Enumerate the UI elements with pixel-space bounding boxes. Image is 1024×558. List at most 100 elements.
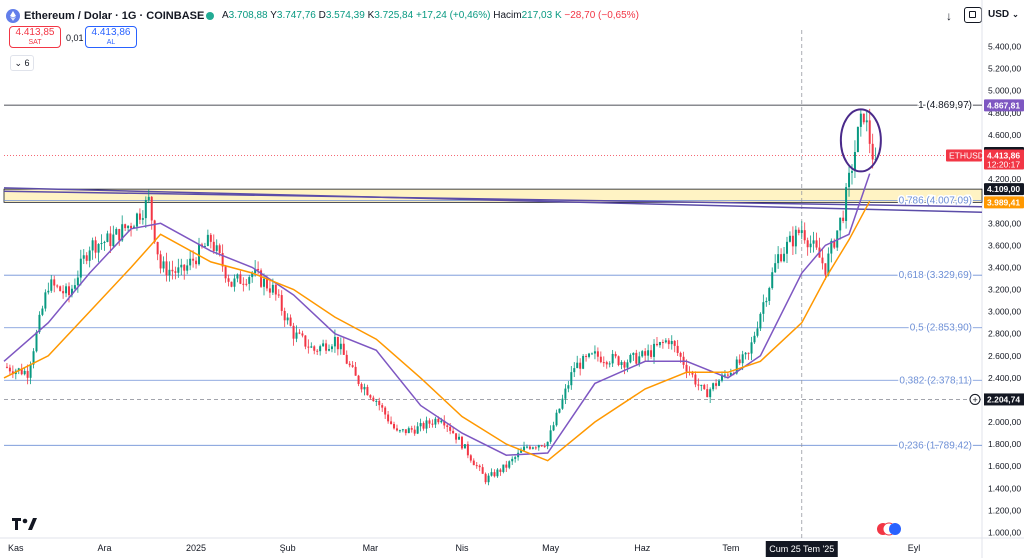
x-tick-label: May xyxy=(542,543,560,553)
sell-button[interactable]: 4.413,85 SAT xyxy=(9,26,61,48)
candle-body xyxy=(59,286,62,292)
candle-body xyxy=(395,428,398,431)
candle-body xyxy=(407,428,410,434)
candle-body xyxy=(209,234,212,242)
candle-body xyxy=(44,292,47,309)
collapse-indicators-button[interactable]: ⌄ 6 xyxy=(10,55,34,71)
candle-body xyxy=(552,425,555,431)
currency-select[interactable]: USD ⌄ xyxy=(988,9,1019,20)
symbol-title[interactable]: Ethereum / Dolar · 1G · COINBASE xyxy=(24,10,205,22)
candle-body xyxy=(780,254,783,262)
candle-body xyxy=(511,458,514,462)
candle-body xyxy=(147,196,150,201)
candle-body xyxy=(345,354,348,364)
candle-body xyxy=(777,254,780,264)
candle-body xyxy=(121,224,124,241)
candle-body xyxy=(372,397,375,402)
candle-body xyxy=(274,284,277,295)
candle-body xyxy=(8,367,11,372)
candle-body xyxy=(531,447,534,449)
candle-body xyxy=(661,342,664,344)
candle-body xyxy=(478,465,481,468)
candle-body xyxy=(596,351,599,357)
buy-button[interactable]: 4.413,86 AL xyxy=(85,26,137,48)
candle-body xyxy=(576,362,579,369)
candle-body xyxy=(416,426,419,434)
candle-body xyxy=(800,230,803,233)
candle-body xyxy=(141,218,144,220)
y-tick-label: 1.200,00 xyxy=(988,505,1021,515)
candle-body xyxy=(91,240,94,251)
candle-body xyxy=(709,389,712,398)
candle-body xyxy=(390,421,393,425)
fib-level-label: 1 (4.869,97) xyxy=(918,100,972,111)
candle-body xyxy=(271,284,274,293)
candle-body xyxy=(428,420,431,424)
candle-body xyxy=(88,250,91,261)
candle-body xyxy=(871,143,874,160)
candle-body xyxy=(499,469,502,472)
candle-body xyxy=(156,241,159,255)
candle-body xyxy=(466,444,469,456)
candle-body xyxy=(20,368,23,375)
candle-body xyxy=(53,279,56,286)
candle-body xyxy=(803,230,806,241)
crosshair-price-label: 2.204,74 xyxy=(987,394,1020,404)
candle-body xyxy=(573,368,576,373)
candles xyxy=(5,108,877,486)
candle-body xyxy=(233,278,236,287)
candle-body xyxy=(47,290,50,293)
candle-body xyxy=(679,352,682,357)
candle-body xyxy=(283,310,286,321)
candle-body xyxy=(528,446,531,449)
candle-body xyxy=(354,366,357,376)
candle-body xyxy=(452,430,455,434)
candle-body xyxy=(815,240,818,248)
highlight-circle xyxy=(839,108,882,173)
candle-body xyxy=(103,241,106,243)
x-tick-label: Şub xyxy=(280,543,296,553)
candle-body xyxy=(165,261,168,276)
candle-body xyxy=(759,313,762,329)
candle-body xyxy=(203,245,206,247)
candle-body xyxy=(180,264,183,268)
y-tick-label: 2.800,00 xyxy=(988,329,1021,339)
candle-body xyxy=(366,386,369,396)
candle-body xyxy=(357,375,360,385)
high-label: Y xyxy=(270,10,277,21)
candle-body xyxy=(73,285,76,289)
symbol-tag-background xyxy=(946,149,982,162)
candle-body xyxy=(277,294,280,296)
candle-body xyxy=(703,384,706,390)
candle-body xyxy=(230,281,233,287)
candle-body xyxy=(144,200,147,219)
candle-body xyxy=(555,412,558,426)
candle-body xyxy=(650,350,653,357)
candle-body xyxy=(218,245,221,254)
candle-body xyxy=(564,388,567,399)
candle-body xyxy=(171,269,174,272)
candle-body xyxy=(437,418,440,423)
candle-body xyxy=(821,257,824,264)
candle-body xyxy=(753,335,756,343)
candle-body xyxy=(162,261,165,269)
candle-body xyxy=(227,278,230,282)
candle-body xyxy=(718,380,721,386)
candle-body xyxy=(537,445,540,448)
y-tick-label: 5.000,00 xyxy=(988,86,1021,96)
candle-body xyxy=(460,436,463,449)
candle-body xyxy=(301,333,304,336)
camera-icon[interactable] xyxy=(964,7,982,23)
price-tag-background xyxy=(984,196,1024,209)
candle-body xyxy=(375,400,378,402)
y-tick-label: 3.600,00 xyxy=(988,240,1021,250)
candle-body xyxy=(723,374,726,376)
candle-body xyxy=(715,383,718,386)
download-icon[interactable]: ↓ xyxy=(946,9,952,23)
candle-body xyxy=(812,240,815,244)
y-tick-label: 3.200,00 xyxy=(988,285,1021,295)
support-zone xyxy=(3,188,983,203)
candle-body xyxy=(118,229,121,241)
add-alert-icon xyxy=(969,393,981,405)
